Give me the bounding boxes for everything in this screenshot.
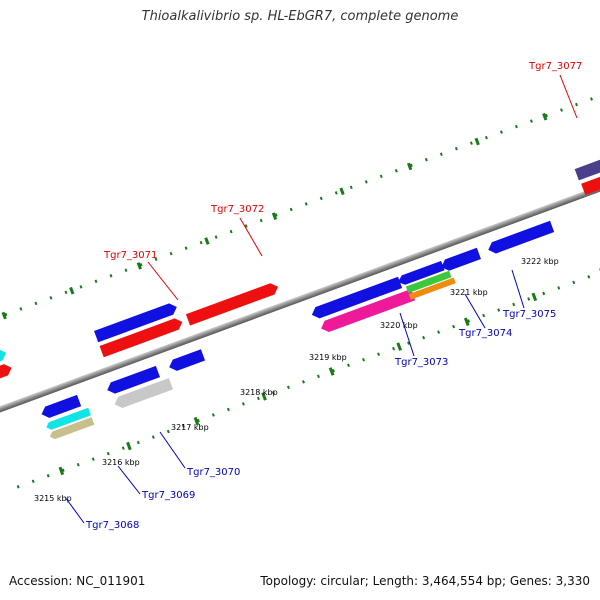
map-title: Thioalkalivibrio sp. HL-EbGR7, complete … xyxy=(141,9,459,24)
cds-tgr7-3074-blue xyxy=(397,260,445,285)
gene-label: Tgr7_3072 xyxy=(210,204,264,215)
outer-tick-track xyxy=(0,77,600,333)
cds-tgr7-3075 xyxy=(441,247,481,271)
inner-tick-track xyxy=(16,233,600,489)
cds-red-edge xyxy=(0,364,12,390)
cds-red-right xyxy=(581,171,600,196)
forward-cds xyxy=(0,156,600,390)
cds-tgr7-3073-blue xyxy=(311,276,403,319)
gene-label: Tgr7_3070 xyxy=(186,467,240,478)
topology-text: Topology: circular; Length: 3,464,554 bp… xyxy=(260,574,590,588)
kbp-labels: 3215 kbp 3216 kbp 3217 kbp 3218 kbp 3219… xyxy=(34,257,559,503)
cds-tgr7-3077 xyxy=(574,156,600,181)
tick-label: 3215 kbp xyxy=(34,494,72,503)
cds-tgr7-3074 xyxy=(408,277,456,300)
tick-label: 3218 kbp xyxy=(240,388,278,397)
gene-label: Tgr7_3071 xyxy=(103,250,157,261)
cds-tgr7-3071 xyxy=(94,303,177,343)
cds-tgr7-3068-khaki xyxy=(49,417,95,440)
cds-blue-a xyxy=(41,394,82,418)
gene-label: Tgr7_3069 xyxy=(141,490,195,501)
gene-label: Tgr7_3077 xyxy=(528,61,582,72)
major-ticks xyxy=(1,112,600,476)
genome-backbone xyxy=(0,165,600,427)
reverse-cds xyxy=(41,220,555,440)
gene-label: Tgr7_3075 xyxy=(502,309,556,320)
cds-tgr7-3069 xyxy=(107,365,161,394)
gene-labels: Tgr7_3071 Tgr7_3072 Tgr7_3077 Tgr7_3068 … xyxy=(85,61,582,531)
tick-label: 3219 kbp xyxy=(309,353,347,362)
cds-tgr7-3068-cyan xyxy=(46,407,91,430)
gene-label: Tgr7_3068 xyxy=(85,520,139,531)
cds-tgr7-3074-green xyxy=(405,270,452,294)
cds-tgr7-3070 xyxy=(169,349,206,371)
cds-tgr7-3073 xyxy=(321,288,416,333)
cds-tgr7-3069-grey xyxy=(114,378,174,408)
accession-text: Accession: NC_011901 xyxy=(9,574,146,588)
tick-label: 3222 kbp xyxy=(521,257,559,266)
tick-label: 3220 kbp xyxy=(380,321,418,330)
tick-label: 3217 kbp xyxy=(171,423,209,432)
cds-tgr7-3071-red xyxy=(99,318,183,358)
leader-lines xyxy=(64,74,578,524)
cds-blue-right xyxy=(488,220,555,254)
gene-label: Tgr7_3074 xyxy=(458,328,512,339)
cds-tgr7-3072 xyxy=(185,283,279,326)
tick-label: 3216 kbp xyxy=(102,458,140,467)
gene-label: Tgr7_3073 xyxy=(394,357,448,368)
tick-label: 3221 kbp xyxy=(450,288,488,297)
